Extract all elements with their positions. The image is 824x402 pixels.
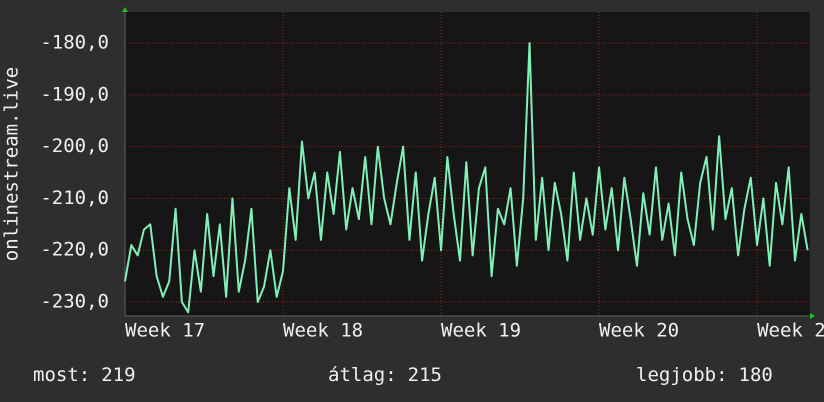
footer-value: 180: [739, 364, 773, 386]
x-tick-label: Week 20: [599, 320, 679, 342]
x-tick-label: Week 19: [441, 320, 521, 342]
y-tick-label: -230,0: [40, 291, 109, 313]
footer-value: 215: [408, 364, 442, 386]
axis-arrow: [122, 7, 128, 12]
y-axis-label: onlinestream.live: [1, 67, 23, 261]
y-tick-label: -180,0: [40, 32, 109, 54]
y-tick-label: -210,0: [40, 187, 109, 209]
footer-stat: most: 219: [33, 364, 136, 386]
x-tick-label: Week 21: [757, 320, 824, 342]
series-line: [124, 42, 809, 314]
footer-value: 219: [101, 364, 135, 386]
x-tick-label: Week 18: [283, 320, 363, 342]
x-tick-label: Week 17: [125, 320, 205, 342]
y-tick-label: -190,0: [40, 83, 109, 105]
plot-area: [125, 12, 810, 316]
y-tick-label: -220,0: [40, 239, 109, 261]
footer-label: most:: [33, 364, 90, 386]
y-tick-label: -200,0: [40, 135, 109, 157]
footer-label: átlag:: [328, 364, 397, 386]
footer-label: legjobb:: [636, 364, 728, 386]
axis-arrow: [810, 313, 815, 319]
footer-stat: átlag: 215: [328, 364, 442, 386]
footer-stat: legjobb: 180: [636, 364, 773, 386]
